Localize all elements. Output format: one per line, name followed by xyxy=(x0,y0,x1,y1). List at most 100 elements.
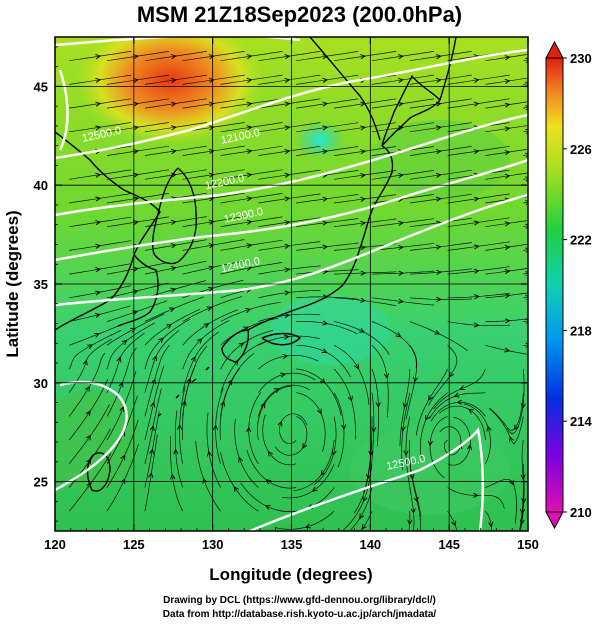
streamline-arrow xyxy=(360,297,367,303)
streamline-arrow xyxy=(322,101,329,107)
coastline xyxy=(381,74,441,147)
colorbar-min-arrow xyxy=(545,511,564,530)
streamline-arrow xyxy=(176,423,183,430)
streamline-arrow xyxy=(284,77,291,83)
x-tick-label: 135 xyxy=(281,537,303,552)
streamline-arrow xyxy=(320,469,326,476)
streamline-arrow xyxy=(322,125,329,131)
streamline-arrow xyxy=(133,148,140,155)
streamline xyxy=(523,320,528,322)
streamline-arrow xyxy=(397,125,404,131)
streamline xyxy=(523,201,528,204)
streamline-arrow xyxy=(282,353,289,359)
colorbar-tick-label: 214 xyxy=(570,414,592,429)
streamline-arrow xyxy=(322,320,329,326)
streamline-arrow xyxy=(397,77,404,83)
streamline-arrow xyxy=(170,101,177,107)
streamline-arrow xyxy=(208,172,215,178)
streamline-arrow xyxy=(473,492,479,498)
streamline-arrow xyxy=(208,148,215,154)
streamline-arrow xyxy=(321,348,328,353)
streamline-arrow xyxy=(428,394,434,401)
streamline-arrow xyxy=(95,220,102,226)
coastline xyxy=(309,37,381,141)
streamline-arrow xyxy=(267,450,274,457)
streamline-arrow xyxy=(190,355,196,362)
streamline-arrow xyxy=(152,355,157,362)
streamline-arrow xyxy=(412,376,419,383)
axis-ticks: 120 125 130 135 140 145 150 25 30 35 40 45 xyxy=(34,37,539,552)
streamline-arrow xyxy=(246,54,253,60)
streamline-arrow xyxy=(120,478,126,485)
streamline-arrow xyxy=(436,296,442,303)
streamline-arrow xyxy=(284,172,291,178)
streamline-arrow xyxy=(150,401,156,408)
streamline-arrow xyxy=(133,172,140,178)
streamline-arrow xyxy=(233,486,239,492)
streamline xyxy=(523,225,528,228)
streamline xyxy=(519,463,525,531)
streamline-arrow xyxy=(95,77,102,83)
streamline-arrow xyxy=(402,402,408,409)
streamline-arrow xyxy=(360,172,367,179)
streamline-arrow xyxy=(473,220,480,226)
streamline-arrow xyxy=(264,505,271,510)
streamline-arrow xyxy=(398,298,405,304)
coastline xyxy=(157,366,210,417)
streamline-arrow xyxy=(435,125,442,131)
streamline-arrow xyxy=(284,243,291,249)
streamline-arrow xyxy=(170,148,177,155)
streamline-arrow xyxy=(435,149,442,155)
streamline-arrow xyxy=(425,414,430,421)
streamline-arrow xyxy=(166,323,173,329)
streamline-arrow xyxy=(283,334,290,340)
streamline-arrow xyxy=(509,435,515,442)
streamline-arrow xyxy=(504,102,511,108)
streamline-arrow xyxy=(435,244,442,250)
streamline-arrow xyxy=(451,520,457,527)
streamline-arrow xyxy=(359,513,365,520)
streamline-arrow xyxy=(427,440,433,447)
streamline-arrow xyxy=(360,196,367,202)
streamline-arrow xyxy=(246,172,253,178)
streamline-arrow xyxy=(170,473,176,480)
streamline-arrow xyxy=(170,219,177,225)
streamline xyxy=(523,107,528,109)
colorbar-gradient xyxy=(545,57,564,513)
streamline-arrow xyxy=(347,395,353,402)
streamline-arrow xyxy=(208,243,215,249)
x-tick-label: 150 xyxy=(517,537,539,552)
streamline-arrow xyxy=(284,148,291,155)
streamline-arrow xyxy=(436,269,442,275)
streamline-arrow xyxy=(456,399,463,405)
streamline-arrow xyxy=(170,125,177,131)
streamline-arrow xyxy=(170,77,177,83)
streamline-arrow xyxy=(95,125,102,131)
streamline-arrow xyxy=(473,322,480,328)
streamline-arrow xyxy=(273,388,280,394)
streamline xyxy=(523,83,528,85)
streamline-arrow xyxy=(360,220,367,226)
colorbar-tick-label: 230 xyxy=(570,51,592,66)
streamline-arrow xyxy=(246,125,253,131)
streamline-arrow xyxy=(302,443,308,450)
streamline-arrow xyxy=(95,243,102,249)
streamline-arrow xyxy=(322,196,329,202)
streamline-arrow xyxy=(360,54,367,60)
colorbar-tick-label: 210 xyxy=(570,505,592,520)
credit-drawing: Drawing by DCL (https://www.gfd-dennou.o… xyxy=(163,595,436,606)
streamline-arrow xyxy=(212,424,219,431)
colorbar-max-arrow xyxy=(545,40,564,59)
streamline-arrow xyxy=(120,454,126,461)
streamline-arrow xyxy=(149,448,155,455)
y-tick-label: 25 xyxy=(34,475,48,490)
streamline-arrow xyxy=(95,172,102,178)
streamline-arrow xyxy=(94,333,100,338)
credit-data: Data from http://database.rish.kyoto-u.a… xyxy=(162,609,437,620)
streamline-arrow xyxy=(95,54,102,60)
streamline-arrow xyxy=(488,521,494,528)
streamline-arrow xyxy=(504,150,511,156)
streamline-arrow xyxy=(467,408,474,414)
y-tick-label: 30 xyxy=(34,376,48,391)
streamline-arrow xyxy=(203,323,210,329)
